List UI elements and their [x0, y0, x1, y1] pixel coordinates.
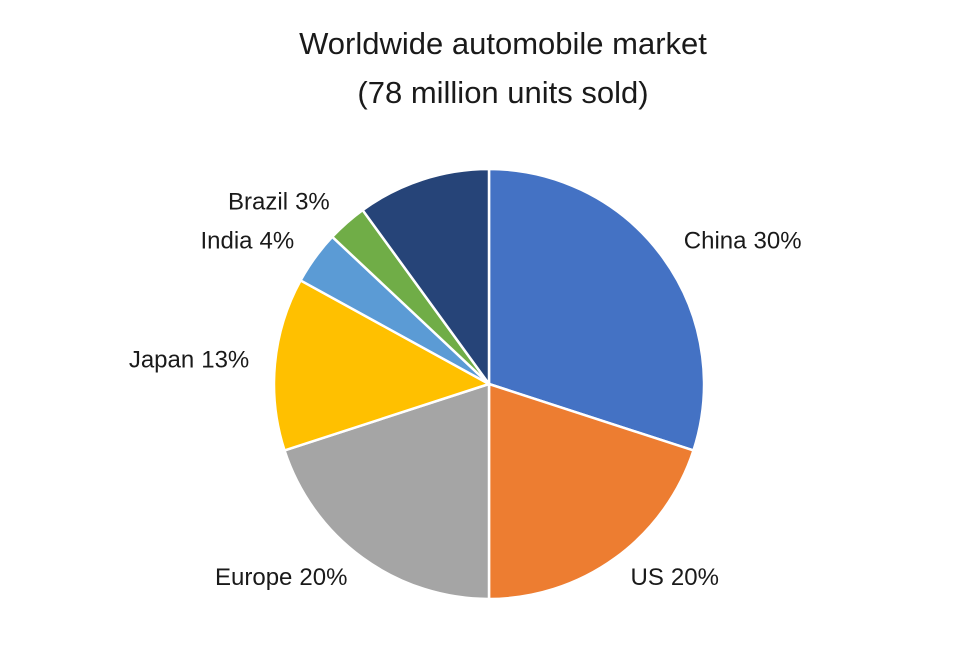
slice-category: US	[631, 564, 664, 591]
slice-category: Europe	[215, 564, 292, 591]
slice-value: 20%	[299, 564, 347, 591]
chart-subtitle: (78 million units sold)	[357, 75, 648, 110]
slice-value: 3%	[295, 189, 330, 216]
slice-value: 30%	[754, 228, 802, 255]
slice-label: China 30%	[684, 228, 802, 255]
pie-slice	[360, 167, 491, 388]
slice-value: 13%	[201, 347, 249, 374]
slice-value: 4%	[260, 228, 295, 255]
slice-category: Brazil	[228, 189, 288, 216]
slice-category: China	[684, 228, 747, 255]
slice-label: Europe 20%	[215, 564, 347, 591]
chart-title: Worldwide automobile market	[299, 26, 707, 61]
pie-slice	[487, 382, 696, 601]
slice-label: US 20%	[631, 564, 719, 591]
slice-label: Japan 13%	[129, 347, 249, 374]
slice-category: Japan	[129, 347, 194, 374]
pie-slice	[282, 382, 491, 601]
pie-slice	[272, 278, 493, 453]
slice-label: India 4%	[200, 228, 294, 255]
slice-label: Brazil 3%	[228, 189, 330, 216]
pie-slice	[487, 167, 706, 453]
slice-value: 20%	[671, 564, 719, 591]
slice-category: India	[200, 228, 253, 255]
